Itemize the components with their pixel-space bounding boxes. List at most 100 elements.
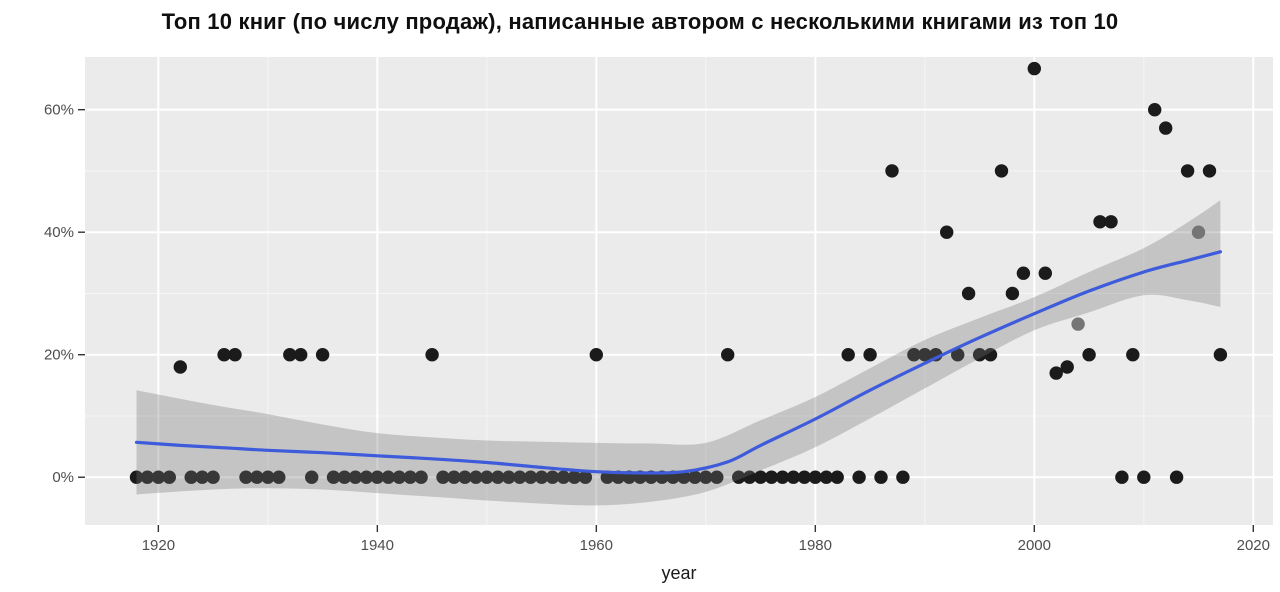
data-point (359, 470, 374, 484)
plot-panel (85, 57, 1273, 525)
y-tick-label: 20% (44, 347, 74, 364)
data-point (567, 470, 582, 484)
data-point (578, 470, 593, 484)
data-point (513, 470, 527, 484)
data-point (1180, 164, 1195, 178)
data-point (272, 470, 286, 484)
x-axis-title: year (661, 563, 696, 583)
data-point (261, 470, 275, 484)
data-point (1016, 266, 1031, 280)
data-point (523, 470, 538, 484)
x-tick-label: 1940 (361, 537, 394, 554)
data-point (830, 470, 844, 484)
data-point (239, 470, 253, 484)
data-point (1093, 215, 1107, 229)
data-point (972, 348, 987, 362)
data-point (491, 470, 505, 484)
data-point (502, 470, 516, 484)
data-point (436, 470, 450, 484)
data-point (732, 470, 746, 484)
data-point (1213, 348, 1228, 362)
data-point (337, 470, 352, 484)
data-point (918, 348, 932, 362)
data-point (1060, 360, 1074, 374)
data-point-muted (1071, 317, 1085, 331)
y-tick-label: 60% (44, 102, 74, 119)
data-point (983, 348, 998, 362)
data-point (381, 470, 395, 484)
data-point (961, 286, 976, 301)
data-point (1159, 121, 1173, 135)
data-point (1104, 215, 1118, 229)
data-point (1126, 348, 1140, 362)
data-point (392, 470, 406, 484)
data-point (326, 470, 341, 484)
data-point-muted (1191, 225, 1206, 239)
axis-labels: 1920 1940 1960 1980 2000 2020 0% 20% 40% 60% (44, 102, 1270, 554)
data-point (710, 470, 724, 484)
confidence-band (136, 200, 1221, 506)
data-point (447, 470, 461, 484)
data-point (129, 470, 144, 484)
data-point (1202, 164, 1217, 178)
data-point (885, 164, 899, 178)
chart-title: Топ 10 книг (по числу продаж), написанны… (161, 9, 1119, 34)
data-point (315, 348, 330, 362)
data-point (294, 348, 308, 362)
data-point (841, 348, 855, 362)
data-point (173, 360, 187, 374)
data-point (140, 470, 155, 484)
data-point (162, 470, 176, 484)
data-point (545, 470, 560, 484)
x-tick-label: 2000 (1018, 537, 1051, 554)
data-point (370, 470, 384, 484)
data-point (348, 470, 363, 484)
y-tick-label: 40% (44, 224, 74, 241)
data-point (217, 348, 231, 362)
data-point (1169, 470, 1184, 484)
x-tick-label: 1980 (799, 537, 832, 554)
data-point (1038, 266, 1053, 280)
data-point (1148, 103, 1162, 117)
data-point (151, 470, 166, 484)
data-point (469, 470, 483, 484)
data-point (896, 470, 910, 484)
data-point (764, 470, 779, 484)
data-point (556, 470, 571, 484)
data-point (458, 470, 472, 484)
data-point (852, 470, 866, 484)
data-point (994, 164, 1009, 178)
data-point (305, 470, 319, 484)
data-point (819, 470, 833, 484)
scatter-points (129, 61, 1228, 484)
data-point (786, 470, 801, 484)
data-point (1005, 286, 1020, 301)
data-point (677, 470, 691, 484)
data-point (775, 470, 790, 484)
data-point (797, 470, 812, 484)
x-tick-label: 2020 (1237, 537, 1270, 554)
data-point (184, 470, 198, 484)
data-point (414, 470, 428, 484)
data-point (1082, 348, 1096, 362)
data-point (228, 348, 242, 362)
data-point (195, 470, 209, 484)
data-point (1049, 366, 1063, 380)
data-point (1137, 470, 1151, 484)
data-point (250, 470, 264, 484)
data-point (951, 348, 965, 362)
data-point (403, 470, 417, 484)
data-point (863, 348, 877, 362)
axis-ticks (78, 108, 1254, 532)
data-point (534, 470, 549, 484)
data-point (742, 470, 757, 484)
data-point (721, 348, 735, 362)
data-point (425, 348, 439, 362)
data-point (940, 225, 954, 239)
data-point (688, 470, 702, 484)
trend-line (134, 250, 1222, 475)
data-point (753, 470, 768, 484)
x-tick-label: 1920 (142, 537, 175, 554)
